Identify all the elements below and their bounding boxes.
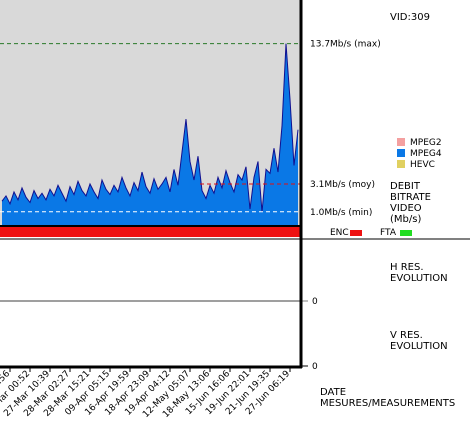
zero-label: 0: [312, 362, 318, 372]
h_res-label: H RES. EVOLUTION: [390, 262, 448, 284]
legend-label: HEVC: [410, 160, 435, 170]
vid: VID:309: [390, 12, 430, 23]
legend-label: MPEG4: [410, 149, 442, 159]
plot-background: [0, 0, 300, 225]
bitrate-line: [1, 43, 299, 212]
stat-label: 1.0Mb/s (min): [310, 208, 372, 218]
legend-swatch: [397, 160, 405, 168]
stat-label: 3.1Mb/s (moy): [310, 180, 375, 190]
enc-band: [0, 227, 300, 237]
legend-label: MPEG2: [410, 138, 442, 148]
legend-swatch: [397, 149, 405, 157]
fta-swatch: [400, 230, 412, 236]
v_res-label: V RES. EVOLUTION: [390, 330, 448, 352]
legend-swatch: [397, 138, 405, 146]
enc-label: ENC: [330, 228, 349, 238]
zero-label: 0: [312, 297, 318, 307]
stat-label: 13.7Mb/s (max): [310, 40, 381, 50]
enc-swatch: [350, 230, 362, 236]
fta-label: FTA: [380, 228, 397, 238]
y-label: DEBIT BITRATE VIDEO (Mb/s): [390, 181, 431, 225]
x-label: DATE MESURES/MEASUREMENTS: [320, 387, 455, 409]
